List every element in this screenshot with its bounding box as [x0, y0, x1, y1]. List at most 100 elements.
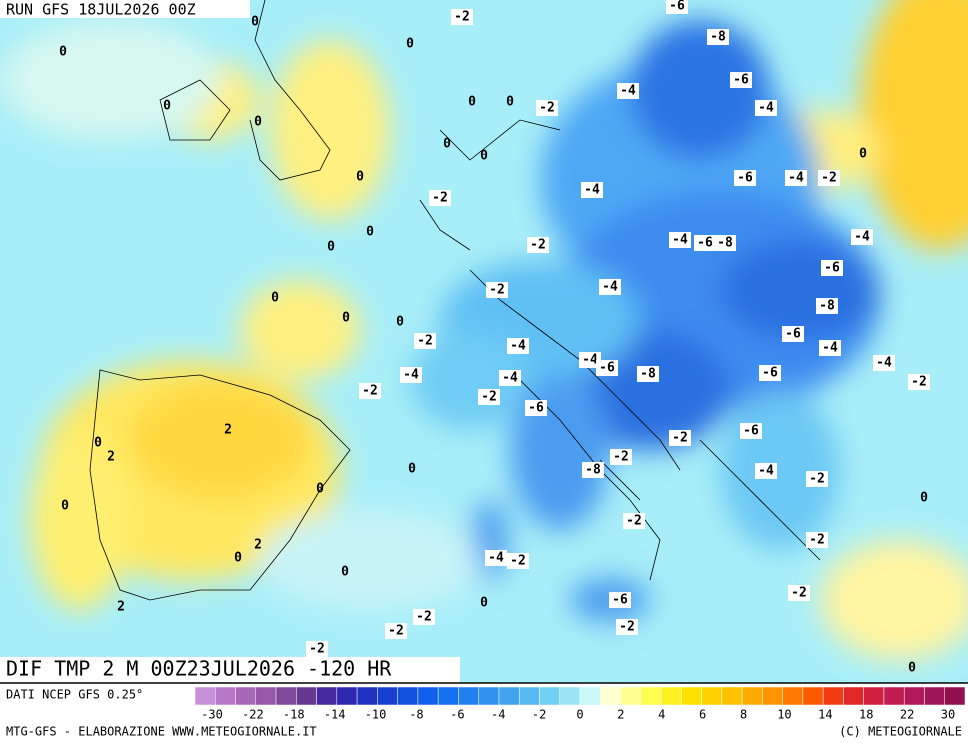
contour-label: -2: [388, 624, 404, 639]
contour-label: -6: [669, 0, 685, 14]
colorbar-tick-label: -6: [450, 708, 464, 722]
label-box: [451, 9, 473, 25]
contour-label: -6: [612, 593, 628, 608]
label-box: [782, 326, 804, 342]
label-box: [806, 532, 828, 548]
colorbar-swatch: [336, 686, 358, 706]
contour-label: -6: [824, 261, 840, 276]
contour-label: 0: [61, 499, 69, 514]
contour-label: -2: [489, 283, 505, 298]
contour-label: -8: [717, 236, 733, 251]
label-box: [819, 340, 841, 356]
colorbar-swatch: [903, 686, 925, 706]
colorbar-tick-label: 14: [818, 708, 832, 722]
contour-label: -4: [582, 353, 598, 368]
label-box: [755, 100, 777, 116]
label-box: [400, 367, 422, 383]
contour-label: -2: [791, 586, 807, 601]
label-box: [536, 100, 558, 116]
colorbar-swatch: [296, 686, 317, 706]
contour-label: -4: [488, 551, 504, 566]
contour-label: -2: [432, 191, 448, 206]
contour-label: -2: [911, 375, 927, 390]
contour-label: 2: [117, 600, 125, 615]
label-box: [806, 471, 828, 487]
label-box: [623, 513, 645, 529]
colorbar-swatch: [559, 686, 581, 706]
colorbar-swatch: [417, 686, 439, 706]
label-box: [599, 279, 621, 295]
label-box: [759, 365, 781, 381]
colorbar: -30 -22 -18 -14 -10 -8 -6 -4 -2 0 2 4 6 8 10 14 18 22 30: [194, 686, 966, 722]
colorbar-tick-label: -18: [283, 708, 305, 722]
contour-label: 0: [408, 462, 416, 477]
label-box: [730, 72, 752, 88]
source-label: DATI NCEP GFS 0.25°: [6, 688, 143, 702]
contour-label: 0: [234, 551, 242, 566]
contour-label: 0: [366, 225, 374, 240]
colorbar-swatch: [255, 686, 277, 706]
label-box: [908, 374, 930, 390]
label-box: [617, 83, 639, 99]
colorbar-swatch: [316, 686, 338, 706]
contour-label: -4: [788, 171, 804, 186]
contour-label: -4: [602, 280, 618, 295]
contour-label: 0: [396, 315, 404, 330]
label-box: [507, 338, 529, 354]
credit-label: MTG-GFS - ELABORAZIONE WWW.METEOGIORNALE…: [6, 725, 317, 739]
colorbar-swatch: [600, 686, 621, 706]
contour-label: 0: [506, 95, 514, 110]
colorbar-tick-label: -10: [365, 708, 387, 722]
contour-label: -2: [626, 514, 642, 529]
header-box: [0, 0, 250, 18]
label-box: [816, 298, 838, 314]
label-box: [616, 619, 638, 635]
label-box: [666, 0, 688, 14]
colorbar-swatch: [883, 686, 905, 706]
label-box: [385, 623, 407, 639]
label-box: [507, 553, 529, 569]
colorbar-tick-label: 8: [740, 708, 747, 722]
contour-label: -2: [672, 431, 688, 446]
colorbar-swatch: [660, 686, 682, 706]
contour-label: 2: [254, 538, 262, 553]
contour-label: 0: [254, 115, 262, 130]
label-box: [499, 370, 521, 386]
contour-label: -6: [785, 327, 801, 342]
contour-label: -4: [876, 356, 892, 371]
label-box: [486, 282, 508, 298]
colorbar-swatch: [782, 686, 804, 706]
contour-label: -2: [809, 472, 825, 487]
contour-label: -2: [417, 334, 433, 349]
contour-label: 0: [406, 37, 414, 52]
contour-label: 0: [341, 565, 349, 580]
colorbar-tick-label: 10: [777, 708, 791, 722]
colorbar-swatch: [924, 686, 945, 706]
colorbar-swatch: [539, 686, 560, 706]
label-box: [582, 462, 604, 478]
contour-label: -2: [510, 554, 526, 569]
colorbar-tick-label: 18: [859, 708, 873, 722]
contour-label: -6: [697, 236, 713, 251]
contour-label: -2: [821, 171, 837, 186]
contour-label: -4: [758, 101, 774, 116]
colorbar-swatch: [579, 686, 601, 706]
contour-label: -2: [619, 620, 635, 635]
label-box: [609, 592, 631, 608]
label-box: [429, 190, 451, 206]
label-box: [707, 29, 729, 45]
colorbar-swatch: [681, 686, 702, 706]
label-box: [478, 389, 500, 405]
label-box: [596, 360, 618, 376]
map-title: DIF TMP 2 M 00Z23JUL2026 -120 HR: [6, 657, 392, 681]
colorbar-swatch: [235, 686, 257, 706]
colorbar-swatch: [640, 686, 662, 706]
contour-label: -8: [640, 367, 656, 382]
colorbar-tick-label: -2: [532, 708, 546, 722]
colorbar-tick-label: -22: [242, 708, 264, 722]
colorbar-swatch: [377, 686, 398, 706]
contour-label: -4: [672, 233, 688, 248]
colorbar-swatch: [802, 686, 824, 706]
label-box: [851, 229, 873, 245]
colorbar-swatch: [822, 686, 844, 706]
